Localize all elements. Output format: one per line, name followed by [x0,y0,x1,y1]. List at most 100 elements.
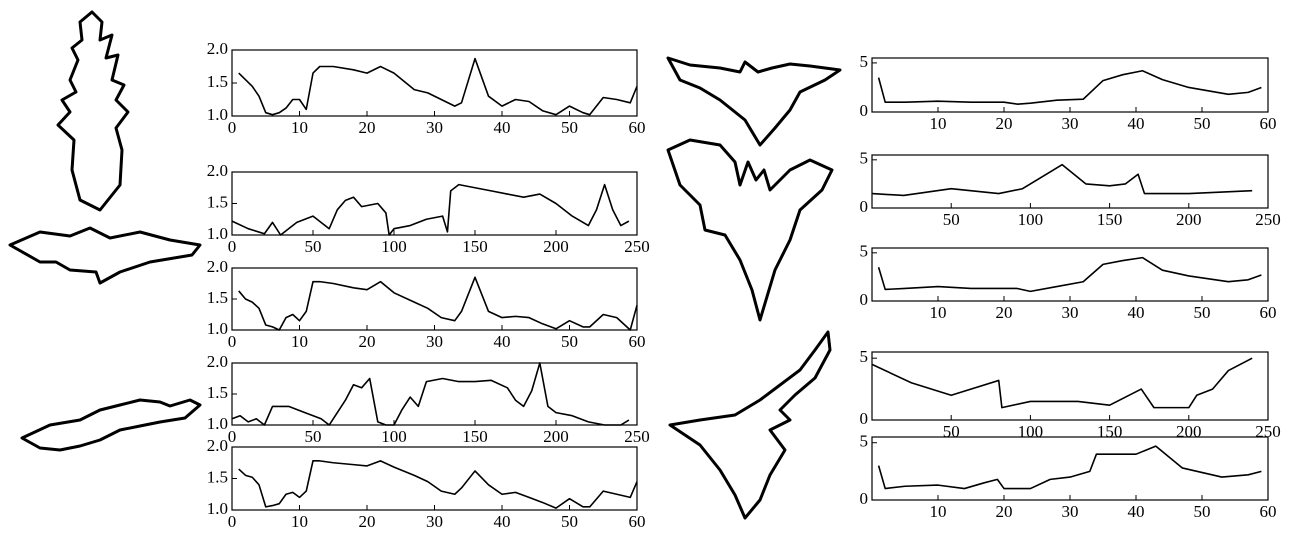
x-tick-label: 40 [494,512,511,531]
x-tick-label: 30 [1062,502,1079,521]
y-tick-label: 1.0 [207,414,228,433]
shape-outline [56,10,130,212]
y-tick-label: 1.5 [207,72,228,91]
x-tick-label: 250 [624,237,650,256]
data-line [231,183,630,236]
x-tick-label: 10 [291,512,308,531]
x-tick-label: 60 [1260,502,1277,521]
x-tick-label: 50 [561,332,578,351]
y-tick-label: 5 [860,149,869,168]
x-tick-label: 50 [561,118,578,137]
plot-frame [871,154,1269,209]
x-tick-label: 20 [996,502,1013,521]
x-tick-label: 10 [930,114,947,133]
y-tick-label: 1.5 [207,192,228,211]
y-tick-label: 1.0 [207,224,228,243]
x-tick-label: 20 [996,303,1013,322]
plot-frame [231,267,638,331]
x-tick-label: 20 [359,118,376,137]
y-tick-label: 5 [860,242,869,261]
x-tick-label: 40 [1128,502,1145,521]
x-tick-label: 60 [629,332,646,351]
x-tick-label: 100 [1018,210,1044,229]
x-tick-label: 40 [1128,303,1145,322]
x-tick-label: 50 [943,210,960,229]
y-tick-label: 2.0 [207,352,228,371]
x-tick-label: 250 [1255,210,1281,229]
y-tick-label: 5 [860,432,869,451]
data-line [231,362,630,426]
plot-frame [231,446,638,511]
x-tick-label: 0 [228,512,237,531]
x-tick-label: 10 [291,118,308,137]
x-tick-label: 0 [228,118,237,137]
y-tick-label: 2.0 [207,161,228,180]
shape-outline [668,330,832,520]
x-tick-label: 50 [561,512,578,531]
x-tick-label: 100 [381,427,407,446]
y-tick-label: 0 [860,197,869,216]
y-tick-label: 1.0 [207,319,228,338]
y-tick-label: 1.5 [207,383,228,402]
x-tick-label: 100 [1018,422,1044,441]
x-tick-label: 60 [629,118,646,137]
x-tick-label: 50 [1194,303,1211,322]
plot-frame [871,436,1269,501]
x-tick-label: 200 [543,427,569,446]
x-tick-label: 200 [1176,210,1202,229]
data-line [238,276,638,331]
x-tick-label: 30 [1062,114,1079,133]
data-line [238,460,638,509]
x-tick-label: 150 [1097,422,1123,441]
y-tick-label: 1.5 [207,467,228,486]
x-tick-label: 150 [462,237,488,256]
x-tick-label: 0 [228,332,237,351]
x-tick-label: 10 [291,332,308,351]
x-tick-label: 250 [624,427,650,446]
y-tick-label: 1.0 [207,499,228,518]
x-tick-label: 30 [426,332,443,351]
x-tick-label: 40 [1128,114,1145,133]
plot-frame [871,57,1269,113]
shape-outline [8,226,202,285]
x-tick-label: 50 [305,237,322,256]
x-tick-label: 10 [930,502,947,521]
x-tick-label: 30 [1062,303,1079,322]
x-tick-label: 30 [426,512,443,531]
plot-frame [231,362,638,426]
x-tick-label: 50 [943,422,960,441]
data-line [871,163,1253,197]
data-line [877,69,1262,105]
data-line [871,357,1253,409]
x-tick-label: 200 [543,237,569,256]
y-tick-label: 0 [860,290,869,309]
x-tick-label: 50 [1194,114,1211,133]
shape-outline [20,398,202,452]
data-line [238,57,638,116]
x-tick-label: 150 [462,427,488,446]
x-tick-label: 40 [494,332,511,351]
x-tick-label: 60 [1260,303,1277,322]
y-tick-label: 2.0 [207,39,228,58]
y-tick-label: 0 [860,101,869,120]
x-tick-label: 40 [494,118,511,137]
plot-frame [231,49,638,117]
x-tick-label: 10 [930,303,947,322]
y-tick-label: 0 [860,489,869,508]
y-tick-label: 2.0 [207,436,228,455]
x-tick-label: 150 [1097,210,1123,229]
x-tick-label: 200 [1176,422,1202,441]
x-tick-label: 100 [381,237,407,256]
data-line [877,256,1262,293]
x-tick-label: 0 [228,427,237,446]
x-tick-label: 50 [1194,502,1211,521]
y-tick-label: 1.5 [207,288,228,307]
y-tick-label: 5 [860,52,869,71]
shape-outline [666,138,834,322]
x-tick-label: 60 [1260,114,1277,133]
x-tick-label: 20 [996,114,1013,133]
y-tick-label: 5 [860,347,869,366]
x-tick-label: 20 [359,512,376,531]
plot-frame [871,247,1269,302]
x-tick-label: 0 [228,237,237,256]
